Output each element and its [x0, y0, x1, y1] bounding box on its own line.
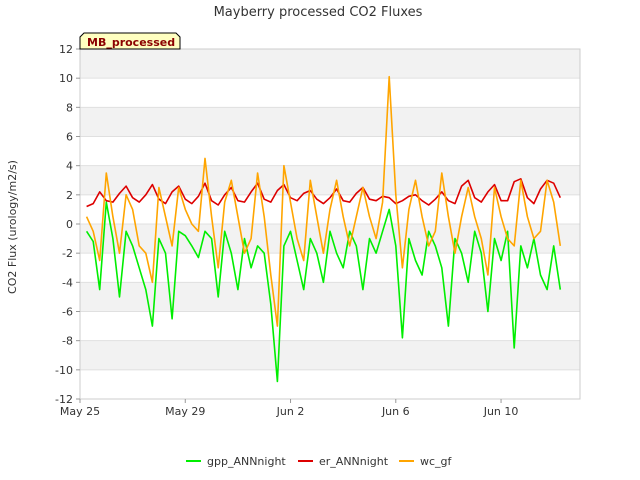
chart-title: Mayberry processed CO2 Fluxes: [214, 5, 423, 20]
legend-label-gpp_ANNnight: gpp_ANNnight: [207, 455, 286, 468]
x-tick-label: Jun 10: [483, 405, 519, 418]
plot-band: [80, 107, 580, 137]
plot-band: [80, 49, 580, 79]
plot-band: [80, 340, 580, 370]
y-axis: -12 -10 -8 -6 -4 -2 0 2 4 6 8 10 12: [55, 43, 80, 406]
badge-box: [79, 32, 181, 50]
series-line-gpp_ANNnight: [85, 201, 562, 383]
legend: gpp_ANNnight er_ANNnight wc_gf: [186, 455, 453, 468]
plot-bands: [80, 49, 580, 370]
x-axis: May 25 May 29 Jun 2 Jun 6 Jun 10: [60, 399, 519, 418]
y-tick-label: -8: [62, 335, 73, 348]
y-tick-label: -2: [62, 247, 73, 260]
x-tick-label: Jun 2: [276, 405, 305, 418]
y-tick-label: -10: [55, 364, 73, 377]
series-line-wc_gf: [85, 75, 562, 327]
y-tick-label: -12: [55, 393, 73, 406]
y-tick-label: 10: [59, 72, 73, 85]
y-tick-label: 0: [66, 218, 73, 231]
legend-label-er_ANNnight: er_ANNnight: [319, 455, 389, 468]
y-axis-title: CO2 Flux (urology/m2/s): [6, 160, 19, 294]
x-tick-label: Jun 6: [381, 405, 410, 418]
y-tick-label: 12: [59, 43, 73, 56]
legend-label-wc_gf: wc_gf: [420, 455, 453, 468]
x-tick-label: May 25: [60, 405, 100, 418]
series-layer: [85, 75, 562, 383]
y-tick-label: 8: [66, 101, 73, 114]
y-tick-label: 6: [66, 131, 73, 144]
y-tick-label: 2: [66, 189, 73, 202]
plot-band: [80, 282, 580, 312]
badge-label: MB_processed: [87, 36, 175, 49]
y-tick-label: -6: [62, 306, 73, 319]
badge: MB_processed: [79, 32, 181, 50]
series-line-er_ANNnight: [86, 178, 562, 208]
y-tick-label: -4: [62, 276, 73, 289]
x-tick-label: May 29: [165, 405, 205, 418]
y-tick-label: 4: [66, 160, 73, 173]
